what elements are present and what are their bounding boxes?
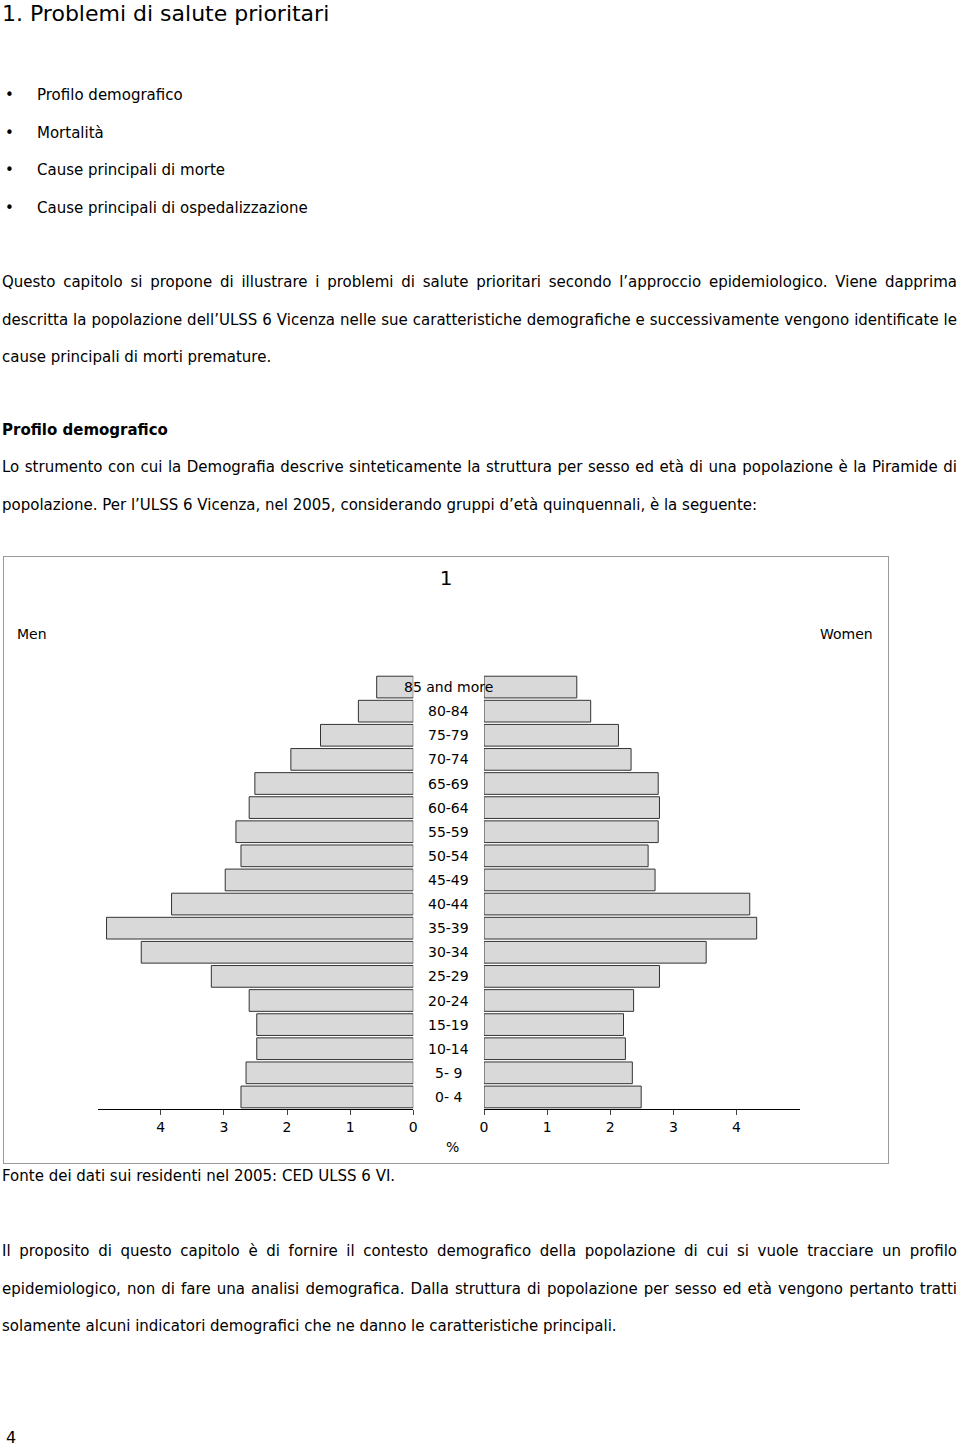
html-text:4: 4 (6, 1428, 17, 1447)
html-text:Fonte dei dati sui residenti n: Fonte dei dati sui residenti nel 2005: C… (2, 1167, 396, 1185)
svg-text:Women: Women (820, 626, 873, 642)
html-text:Il proposito di questo capitol: Il proposito di questo capitolo è di for… (2, 1242, 957, 1335)
html-text:1. Problemi di salute priorita: 1. Problemi di salute prioritari (2, 1, 330, 26)
svg-text:60-64: 60-64 (428, 800, 469, 816)
svg-text:0- 4: 0- 4 (435, 1089, 462, 1105)
svg-text:3: 3 (219, 1119, 228, 1135)
svg-text:%: % (446, 1139, 459, 1155)
svg-text:80-84: 80-84 (428, 703, 469, 719)
html-text:Profilo demografico: Profilo demografico (2, 421, 168, 439)
svg-text:2: 2 (606, 1119, 615, 1135)
svg-text:4: 4 (732, 1119, 741, 1135)
svg-text:30-34: 30-34 (428, 944, 469, 960)
svg-text:55-59: 55-59 (428, 824, 469, 840)
svg-text:10-14: 10-14 (428, 1041, 469, 1057)
svg-text:3: 3 (669, 1119, 678, 1135)
svg-text:2: 2 (283, 1119, 292, 1135)
html-text:Questo capitolo si propone di: Questo capitolo si propone di illustrare… (2, 273, 957, 366)
svg-text:35-39: 35-39 (428, 920, 469, 936)
svg-text:70-74: 70-74 (428, 751, 469, 767)
svg-text:75-79: 75-79 (428, 727, 469, 743)
svg-text:0: 0 (409, 1119, 418, 1135)
svg-text:Men: Men (17, 626, 47, 642)
svg-text:15-19: 15-19 (428, 1017, 469, 1033)
html-text:Cause principali di ospedalizz: Cause principali di ospedalizzazione (37, 198, 308, 217)
html-text:Lo strumento con cui la Demogr: Lo strumento con cui la Demografia descr… (2, 458, 957, 514)
svg-text:40-44: 40-44 (428, 896, 469, 912)
svg-text:50-54: 50-54 (428, 848, 469, 864)
svg-text:5- 9: 5- 9 (435, 1065, 462, 1081)
svg-text:1: 1 (346, 1119, 355, 1135)
svg-text:85 and more: 85 and more (404, 679, 493, 695)
svg-text:1: 1 (440, 566, 453, 590)
svg-text:45-49: 45-49 (428, 872, 469, 888)
svg-text:0: 0 (480, 1119, 489, 1135)
svg-text:25-29: 25-29 (428, 968, 469, 984)
svg-text:65-69: 65-69 (428, 776, 469, 792)
html-text:Cause principali di morte: Cause principali di morte (37, 161, 226, 179)
svg-text:20-24: 20-24 (428, 993, 469, 1009)
html-text:Mortalità: Mortalità (37, 123, 104, 142)
svg-text:4: 4 (156, 1119, 165, 1135)
html-text:Profilo demografico: Profilo demografico (37, 86, 183, 104)
svg-text:1: 1 (543, 1119, 552, 1135)
